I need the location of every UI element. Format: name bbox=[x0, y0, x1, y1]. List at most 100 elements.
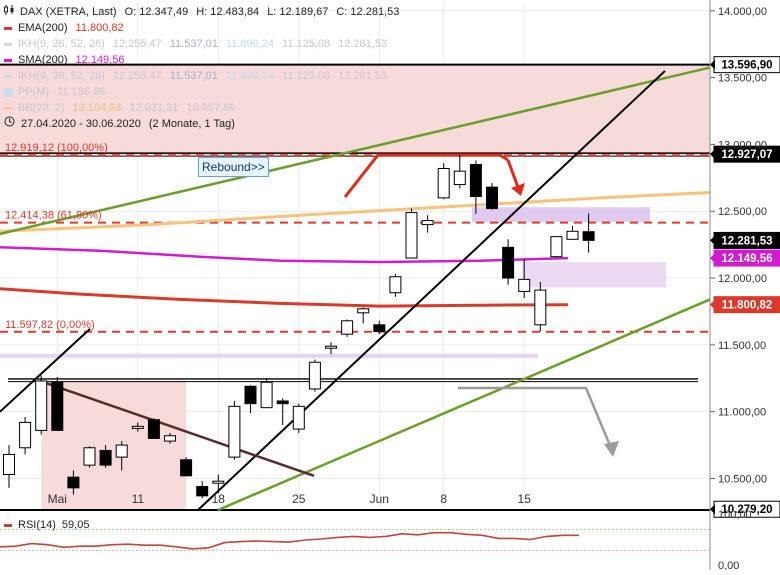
chart-title: DAX (XETRA, Last) bbox=[20, 6, 117, 18]
candle-1 bbox=[19, 417, 32, 455]
clock-icon bbox=[4, 116, 16, 132]
price-tag-pointer-1 bbox=[710, 149, 715, 160]
legend-label-1: IKH(9, 26, 52, 26) bbox=[18, 38, 105, 50]
candle-15 bbox=[244, 384, 257, 414]
x-tick-label-7: 15 bbox=[518, 492, 532, 506]
grey-arrow-head bbox=[604, 441, 619, 457]
legend-value-3-3: 11.125,08 bbox=[282, 70, 331, 82]
candle-25 bbox=[405, 208, 418, 259]
candle-body-5 bbox=[83, 447, 96, 466]
candle-27 bbox=[437, 163, 450, 200]
rsi-swatch bbox=[4, 523, 12, 527]
rsi-tick-label-1: 0,00 bbox=[718, 560, 739, 570]
candle-21 bbox=[341, 319, 354, 337]
legend-value-3-0: 12.255,47 bbox=[112, 70, 162, 82]
fib-label-1: 12.414,38 (61,80%) bbox=[5, 210, 102, 222]
candle-body-33 bbox=[534, 289, 547, 326]
x-tick-label-6: 8 bbox=[440, 492, 447, 506]
y-tick-label-3: 12.500,00 bbox=[718, 206, 767, 218]
candle-20 bbox=[325, 342, 337, 355]
legend-row-0[interactable]: EMA(200) 11.800,82 bbox=[4, 20, 399, 36]
price-tag-pointer-2 bbox=[710, 235, 715, 246]
candle-22 bbox=[357, 307, 370, 324]
legend-value-5-0: 13.104,93 bbox=[72, 102, 122, 114]
candle-body-3 bbox=[51, 381, 64, 431]
candle-33 bbox=[534, 282, 547, 332]
chart-legend: DAX (XETRA, Last) O: 12.347,49 H: 12.483… bbox=[4, 4, 399, 132]
rsi-legend: RSI(14) 59,05 bbox=[4, 519, 89, 531]
price-tag-label-2: 12.281,53 bbox=[721, 235, 772, 247]
y-tick-label-7: 10.500,00 bbox=[718, 473, 767, 485]
legend-swatch-1 bbox=[4, 42, 12, 46]
candle-body-34 bbox=[550, 236, 563, 258]
y-tick-label-6: 11.000,00 bbox=[718, 407, 766, 419]
candle-34 bbox=[550, 236, 563, 259]
candle-body-13 bbox=[212, 480, 225, 484]
ohlc-close: C: 12.281,53 bbox=[336, 6, 400, 18]
candle-17 bbox=[276, 398, 289, 426]
legend-swatch-5 bbox=[4, 106, 12, 110]
candle-6 bbox=[99, 445, 112, 468]
legend-value-1-2: 11.896,24 bbox=[225, 38, 275, 50]
legend-value-3-2: 11.896,24 bbox=[225, 70, 275, 82]
legend-value-1-1: 11.537,01 bbox=[169, 38, 218, 50]
price-tag-2: 12.281,53 bbox=[710, 231, 780, 249]
legend-swatch-0 bbox=[4, 26, 12, 30]
price-tag-1: 12.927,07 bbox=[710, 145, 780, 163]
candle-29 bbox=[469, 160, 482, 214]
rsi-label: RSI(14) bbox=[18, 519, 56, 531]
candle-3 bbox=[51, 376, 64, 431]
legend-label-0: EMA(200) bbox=[18, 22, 68, 34]
candle-2 bbox=[35, 375, 48, 435]
candle-24 bbox=[389, 274, 402, 297]
violet-box-lower bbox=[522, 262, 666, 288]
rebound-annotation[interactable]: Rebound>> bbox=[198, 157, 269, 177]
price-tag-label-1: 12.927,07 bbox=[721, 149, 772, 161]
candle-9 bbox=[147, 418, 160, 439]
legend-row-5[interactable]: BB(20, 2) 13.104,93 12.031,31 10.957,69 bbox=[4, 100, 399, 116]
price-tag-4: 11.800,82 bbox=[710, 296, 780, 314]
period-label: (2 Monate, 1 Tag) bbox=[148, 118, 235, 130]
legend-row-2[interactable]: SMA(200) 12.149,56 bbox=[4, 52, 399, 68]
legend-row-4[interactable]: PP(M) 11.186,96 bbox=[4, 84, 399, 100]
candle-body-15 bbox=[244, 385, 257, 405]
legend-value-2-0: 12.149,56 bbox=[75, 54, 125, 66]
x-tick-label-5: Jun bbox=[370, 492, 389, 506]
candle-body-7 bbox=[115, 444, 128, 458]
legend-value-5-2: 10.957,69 bbox=[186, 102, 236, 114]
trend-left bbox=[0, 328, 91, 413]
violet-band bbox=[0, 353, 538, 358]
ohlc-open: O: 12.347,49 bbox=[124, 6, 189, 18]
candle-11 bbox=[180, 457, 193, 477]
legend-row-1[interactable]: IKH(9, 26, 52, 26) 12.255,47 11.537,01 11.8… bbox=[4, 36, 399, 52]
violet-box-upper bbox=[472, 207, 650, 222]
candle-4 bbox=[67, 470, 80, 495]
candle-14 bbox=[228, 400, 241, 460]
price-tag-pointer-0 bbox=[710, 59, 715, 70]
y-tick-label-4: 12.000,00 bbox=[718, 273, 767, 285]
price-tag-pointer-4 bbox=[710, 299, 715, 310]
legend-value-3-4: 12.281,53 bbox=[338, 70, 388, 82]
candle-body-1 bbox=[19, 421, 32, 449]
rsi-tick-label-0: 100,00 bbox=[718, 509, 752, 521]
candle-19 bbox=[308, 359, 321, 392]
candle-body-27 bbox=[437, 167, 450, 199]
red-arrow-shaft bbox=[506, 159, 521, 191]
legend-value-0-0: 11.800,82 bbox=[75, 22, 124, 34]
legend-date-row: 27.04.2020 - 30.06.2020 (2 Monate, 1 Tag… bbox=[4, 116, 399, 132]
date-range: 27.04.2020 - 30.06.2020 bbox=[21, 118, 141, 130]
candle-body-35 bbox=[566, 230, 579, 240]
candle-body-17 bbox=[276, 400, 289, 405]
candle-body-11 bbox=[180, 459, 193, 477]
price-tag-5: 10.279,20 bbox=[710, 500, 780, 518]
price-tag-label-5: 10.279,20 bbox=[721, 504, 772, 516]
candle-body-6 bbox=[99, 449, 112, 466]
candle-body-28 bbox=[453, 170, 466, 186]
candle-12 bbox=[196, 481, 209, 499]
legend-row-3[interactable]: IKH(9, 26, 52, 26) 12.255,47 11.537,01 11.8… bbox=[4, 68, 399, 84]
legend-value-3-1: 11.537,01 bbox=[169, 70, 218, 82]
candle-16 bbox=[260, 378, 273, 409]
candle-body-21 bbox=[341, 320, 354, 335]
candle-32 bbox=[518, 259, 531, 299]
